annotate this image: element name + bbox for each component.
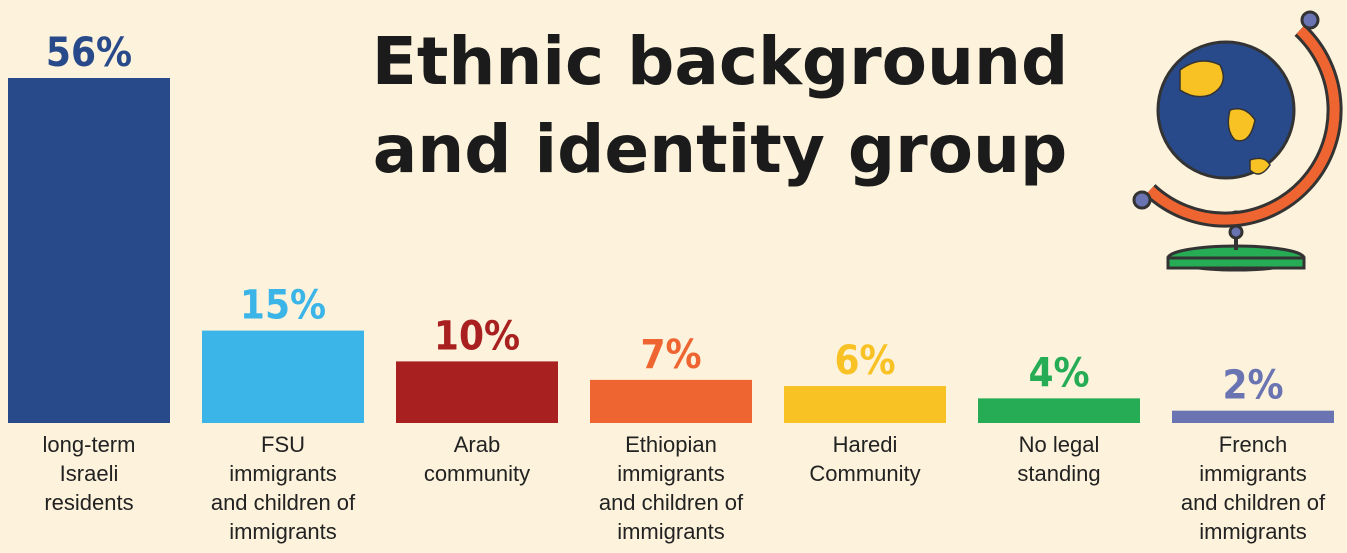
- chart-title: Ethnic background and identity group: [371, 23, 1069, 188]
- category-label: Haredi Community: [809, 432, 921, 486]
- bar: [202, 330, 364, 423]
- bar: [784, 386, 946, 423]
- globe-icon: [1132, 10, 1343, 272]
- category-label: long-term Israeli residents: [42, 432, 136, 515]
- bar: [978, 398, 1140, 423]
- value-label: 56%: [46, 30, 132, 76]
- bar: [590, 379, 752, 423]
- value-label: 2%: [1222, 363, 1283, 409]
- bar: [8, 78, 170, 423]
- category-label: No legal standing: [1017, 432, 1101, 486]
- value-label: 4%: [1028, 350, 1089, 396]
- value-label: 7%: [640, 332, 701, 378]
- value-label: 15%: [240, 283, 326, 329]
- value-label: 10%: [434, 313, 520, 359]
- category-label: Arab community: [423, 432, 531, 486]
- bar: [396, 361, 558, 423]
- category-label: French immigrants and children of immigr…: [1180, 432, 1326, 544]
- category-label: FSU immigrants and children of immigrant…: [210, 432, 356, 544]
- bar: [1172, 410, 1334, 423]
- category-label: Ethiopian immigrants and children of imm…: [598, 432, 744, 544]
- value-label: 6%: [834, 338, 895, 384]
